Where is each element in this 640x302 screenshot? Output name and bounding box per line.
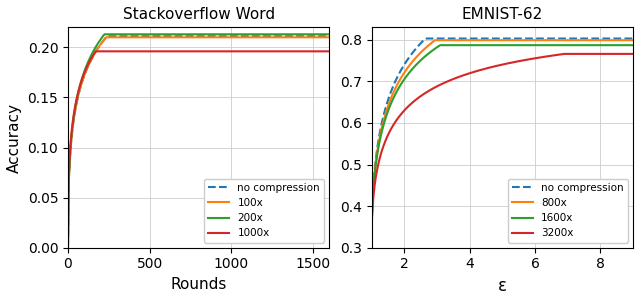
- 1600x: [368, 233, 376, 237]
- 100x: [191, 36, 198, 39]
- 800x: [582, 38, 590, 42]
- Line: 1600x: 1600x: [372, 45, 633, 235]
- no compression: [206, 34, 214, 38]
- 200x: [320, 33, 328, 36]
- no compression: [623, 37, 631, 40]
- Legend: no compression, 800x, 1600x, 3200x: no compression, 800x, 1600x, 3200x: [508, 178, 628, 243]
- 1600x: [509, 43, 517, 47]
- 200x: [101, 33, 109, 36]
- 200x: [191, 33, 198, 36]
- X-axis label: Rounds: Rounds: [170, 277, 227, 292]
- Line: 800x: 800x: [372, 40, 633, 235]
- 200x: [64, 246, 72, 249]
- 1000x: [191, 50, 198, 53]
- 1000x: [220, 50, 228, 53]
- 1600x: [436, 43, 444, 47]
- no compression: [422, 37, 429, 40]
- no compression: [494, 37, 502, 40]
- 100x: [220, 36, 228, 39]
- Line: no compression: no compression: [372, 39, 633, 235]
- no compression: [220, 34, 228, 38]
- no compression: [524, 37, 532, 40]
- 100x: [206, 36, 214, 39]
- 3200x: [629, 52, 637, 56]
- Line: 1000x: 1000x: [68, 51, 330, 248]
- Title: Stackoverflow Word: Stackoverflow Word: [123, 7, 275, 22]
- X-axis label: ε: ε: [498, 277, 507, 295]
- 800x: [494, 38, 502, 42]
- Legend: no compression, 100x, 200x, 1000x: no compression, 100x, 200x, 1000x: [204, 178, 324, 243]
- no compression: [64, 246, 72, 249]
- 100x: [189, 36, 196, 39]
- 1000x: [189, 50, 196, 53]
- 3200x: [493, 64, 501, 68]
- 1000x: [206, 50, 214, 53]
- 3200x: [561, 52, 568, 56]
- no compression: [279, 34, 287, 38]
- Y-axis label: Accuracy: Accuracy: [7, 102, 22, 172]
- 200x: [189, 33, 196, 36]
- Line: 200x: 200x: [68, 34, 330, 248]
- 800x: [623, 38, 631, 42]
- no compression: [368, 233, 376, 237]
- 1600x: [582, 43, 590, 47]
- 100x: [102, 36, 110, 39]
- 800x: [492, 38, 500, 42]
- no compression: [582, 37, 590, 40]
- no compression: [492, 37, 500, 40]
- 3200x: [492, 64, 500, 68]
- 1000x: [320, 50, 328, 53]
- 800x: [368, 233, 376, 237]
- Title: EMNIST-62: EMNIST-62: [461, 7, 543, 22]
- 1000x: [326, 50, 333, 53]
- 800x: [524, 38, 532, 42]
- 100x: [326, 36, 333, 39]
- no compression: [189, 34, 196, 38]
- 1600x: [524, 43, 532, 47]
- 3200x: [524, 58, 531, 61]
- 1600x: [623, 43, 631, 47]
- 800x: [431, 38, 439, 42]
- 1600x: [494, 43, 502, 47]
- Line: 3200x: 3200x: [372, 54, 633, 235]
- 800x: [509, 38, 517, 42]
- no compression: [191, 34, 198, 38]
- 200x: [220, 33, 228, 36]
- 1600x: [492, 43, 500, 47]
- Line: no compression: no compression: [68, 36, 330, 248]
- 100x: [64, 246, 72, 249]
- 200x: [279, 33, 287, 36]
- 1000x: [64, 246, 72, 249]
- no compression: [326, 34, 333, 38]
- 3200x: [582, 52, 590, 56]
- no compression: [509, 37, 517, 40]
- Line: 100x: 100x: [68, 37, 330, 248]
- 1000x: [92, 50, 100, 53]
- 200x: [206, 33, 214, 36]
- no compression: [104, 34, 111, 38]
- 800x: [629, 38, 637, 42]
- 100x: [279, 36, 287, 39]
- 200x: [326, 33, 333, 36]
- 3200x: [368, 233, 376, 237]
- 3200x: [509, 60, 517, 64]
- 3200x: [623, 52, 631, 56]
- no compression: [320, 34, 328, 38]
- 1000x: [279, 50, 287, 53]
- no compression: [629, 37, 637, 40]
- 100x: [320, 36, 328, 39]
- 1600x: [629, 43, 637, 47]
